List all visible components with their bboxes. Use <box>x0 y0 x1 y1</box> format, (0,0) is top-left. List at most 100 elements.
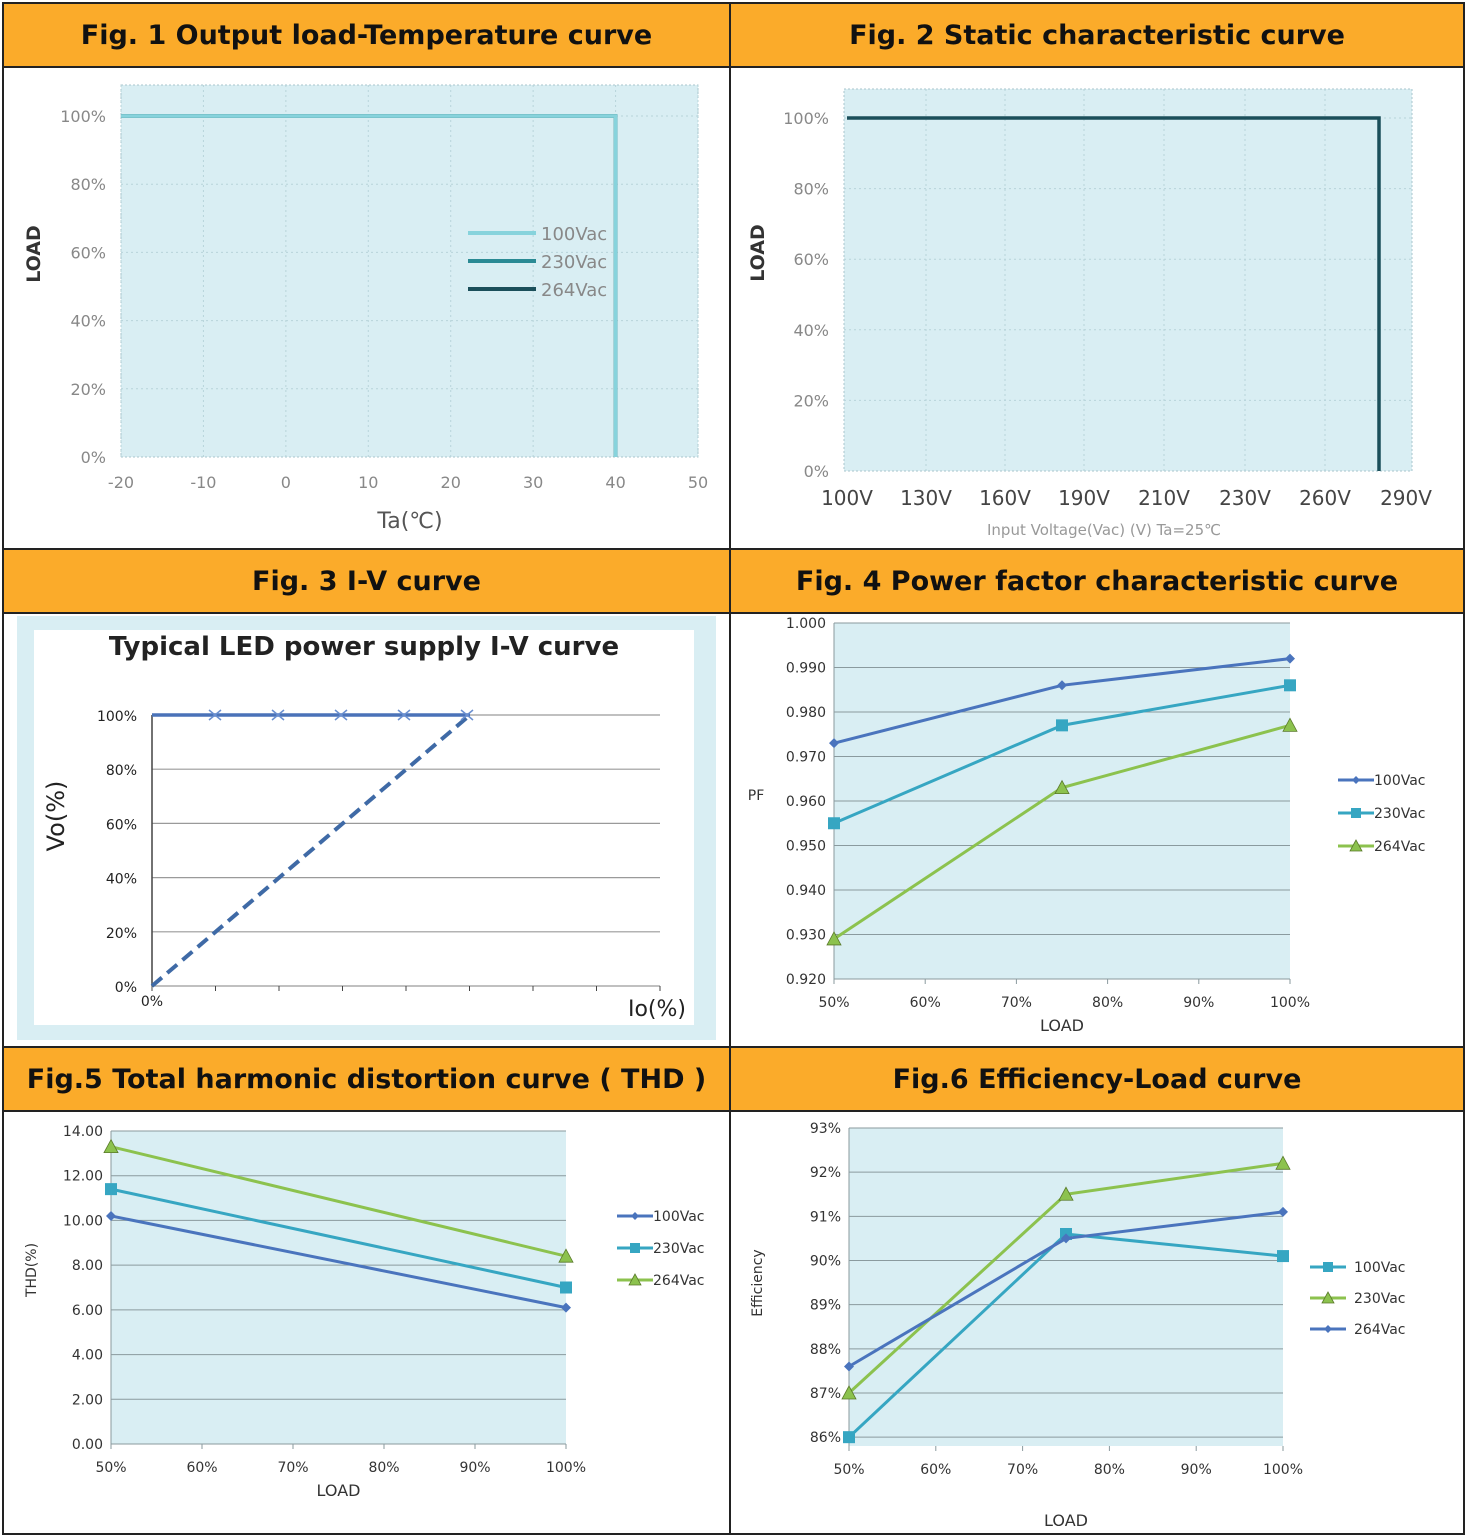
fig1-legend-label: 264Vac <box>541 280 607 301</box>
fig4-data-point <box>826 931 842 946</box>
fig1-x-tick: 20 <box>441 473 461 492</box>
fig4-data-point <box>1285 653 1295 664</box>
fig1-legend-label: 100Vac <box>541 224 607 245</box>
fig2-y-tick: 40% <box>793 321 829 340</box>
fig3-x-axis-label: Io(%) <box>628 997 686 1022</box>
fig1-heading: Fig. 1 Output load-Temperature curve <box>2 2 731 68</box>
fig6-y-tick: 91% <box>810 1209 841 1225</box>
fig6-legend-marker <box>1324 1325 1332 1333</box>
fig4-data-point <box>1054 779 1070 795</box>
fig1-x-tick: 40 <box>605 473 625 492</box>
fig2-y-tick: 0% <box>804 462 829 481</box>
fig4-data-point <box>1282 717 1298 732</box>
fig4-y-tick: 0.970 <box>786 750 826 766</box>
fig1-x-tick: 50 <box>688 473 708 492</box>
fig5-legend-marker <box>628 1273 642 1286</box>
fig5-series-line <box>110 1214 567 1310</box>
fig3-x-marker <box>397 709 411 721</box>
fig6-x-tick: 100% <box>1263 1462 1303 1478</box>
fig4-heading: Fig. 4 Power factor characteristic curve <box>729 548 1465 614</box>
fig3-x-marker <box>460 709 474 721</box>
fig4-data-point <box>1057 680 1067 691</box>
fig5-y-tick: 12.00 <box>63 1169 103 1185</box>
fig6-data-point <box>844 1361 854 1372</box>
fig2-y-tick: 100% <box>783 109 829 128</box>
fig1-legend-label: 230Vac <box>541 252 607 273</box>
fig3-series-line <box>150 713 472 988</box>
fig4-x-tick: 60% <box>910 995 941 1011</box>
fig2-y-tick: 20% <box>793 391 829 410</box>
fig5-x-tick: 90% <box>459 1460 490 1476</box>
fig4-x-tick: 90% <box>1183 995 1214 1011</box>
fig1-y-axis-label: LOAD <box>23 225 45 283</box>
fig2-series-line <box>847 116 1381 471</box>
fig6-x-tick: 70% <box>1007 1462 1038 1478</box>
fig3-y-tick: 0% <box>115 980 137 996</box>
fig5-data-point <box>103 1138 119 1154</box>
fig3-chart-area <box>34 630 694 1025</box>
fig2-x-tick: 210V <box>1138 486 1190 510</box>
fig6-y-tick: 93% <box>810 1121 841 1137</box>
fig6-legend-marker <box>1323 1262 1333 1272</box>
fig5-y-tick: 10.00 <box>63 1213 103 1229</box>
fig6-y-tick: 90% <box>810 1254 841 1270</box>
fig1-x-tick: -20 <box>108 473 134 492</box>
fig3-x-marker <box>334 709 348 721</box>
fig5-data-point <box>561 1302 571 1313</box>
fig2-x-tick: 100V <box>821 486 873 510</box>
fig2-x-tick: 260V <box>1299 486 1351 510</box>
fig1-x-tick: 10 <box>358 473 378 492</box>
fig5-plot-area <box>111 1131 566 1444</box>
fig2-y-tick: 60% <box>793 250 829 269</box>
fig1-y-tick: 100% <box>60 107 106 126</box>
fig4-legend-marker <box>1351 808 1361 818</box>
fig4-y-tick: 0.990 <box>786 661 826 677</box>
fig5-series-line <box>110 1187 567 1289</box>
fig6-y-tick: 89% <box>810 1298 841 1314</box>
fig2-x-tick: 190V <box>1058 486 1110 510</box>
fig3-y-tick: 20% <box>106 926 137 942</box>
fig6-legend-marker <box>1321 1291 1335 1304</box>
fig1-y-tick: 20% <box>70 380 106 399</box>
fig5-data-point <box>558 1248 574 1263</box>
fig5-x-tick: 80% <box>368 1460 399 1476</box>
fig5-data-point <box>560 1281 572 1294</box>
fig6-data-point <box>1278 1206 1288 1217</box>
fig1-series-line <box>121 114 618 457</box>
fig2-y-tick: 80% <box>793 180 829 199</box>
fig4-legend-marker <box>1349 839 1363 852</box>
fig3-y-axis-label: Vo(%) <box>42 781 70 852</box>
fig3-y-tick: 60% <box>106 817 137 833</box>
fig1-x-tick: 0 <box>281 473 291 492</box>
fig1-x-tick: 30 <box>523 473 543 492</box>
fig5-x-tick: 100% <box>546 1460 586 1476</box>
fig6-y-axis-label: Efficiency <box>750 1249 766 1316</box>
fig4-y-axis-label: PF <box>748 788 765 804</box>
fig4-y-tick: 1.000 <box>786 616 826 632</box>
fig6-x-tick: 60% <box>920 1462 951 1478</box>
fig5-y-axis-label: THD(%) <box>24 1243 40 1298</box>
fig1-plot-area <box>120 84 699 458</box>
fig4-y-tick: 0.920 <box>786 972 826 988</box>
fig6-legend-label: 100Vac <box>1354 1260 1406 1276</box>
fig6-data-point <box>1275 1155 1291 1170</box>
fig5-data-point <box>106 1210 116 1221</box>
fig1-x-axis-label: Ta(℃) <box>376 509 442 534</box>
fig6-x-tick: 90% <box>1181 1462 1212 1478</box>
fig6-x-tick: 80% <box>1094 1462 1125 1478</box>
fig2-x-axis-label: Input Voltage(Vac) (V) Ta=25℃ <box>987 521 1221 539</box>
fig4-legend-label: 264Vac <box>1374 839 1426 855</box>
fig4-x-tick: 80% <box>1092 995 1123 1011</box>
fig4-y-tick: 0.980 <box>786 705 826 721</box>
fig2-x-tick: 160V <box>979 486 1031 510</box>
fig1-x-tick: -10 <box>190 473 216 492</box>
fig5-y-tick: 14.00 <box>63 1124 103 1140</box>
fig4-y-tick: 0.940 <box>786 883 826 899</box>
fig5-y-tick: 6.00 <box>72 1303 103 1319</box>
fig6-heading: Fig.6 Efficiency-Load curve <box>729 1046 1465 1112</box>
fig5-series-line <box>110 1145 567 1258</box>
fig5-y-tick: 2.00 <box>72 1392 103 1408</box>
fig6-data-point <box>843 1431 855 1444</box>
